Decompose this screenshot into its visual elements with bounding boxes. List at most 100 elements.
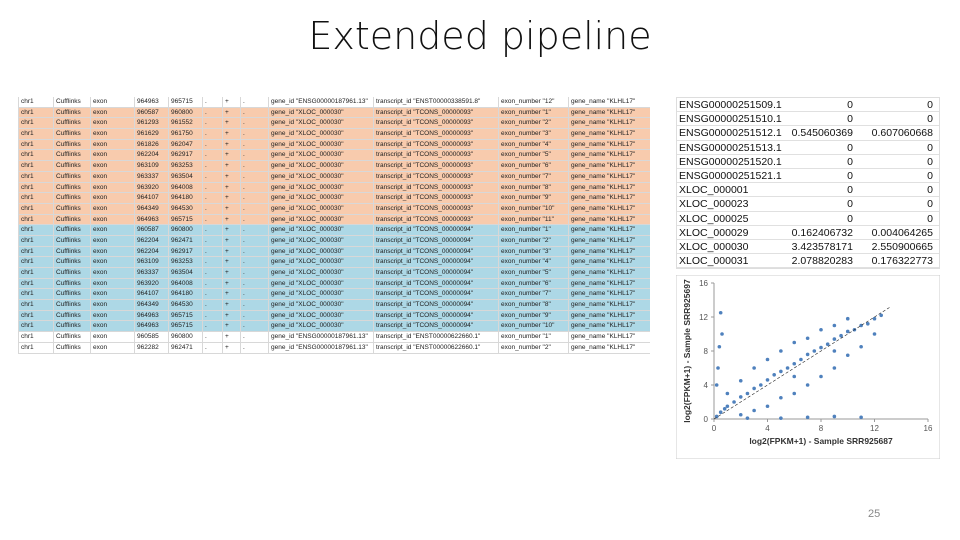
table-cell: + <box>222 193 240 204</box>
table-cell: chr1 <box>18 289 53 300</box>
table-cell: . <box>240 171 268 182</box>
table-cell: gene_id "XLOC_000030" <box>268 268 373 278</box>
table-cell: Cufflinks <box>53 278 90 289</box>
y-tick-label: 8 <box>704 347 709 356</box>
table-cell: Cufflinks <box>53 225 90 236</box>
table-cell: gene_name "KLHL17" <box>568 161 650 172</box>
table-cell: . <box>202 342 222 353</box>
table-row: chr1 Cufflinks exon 964963 965715. +. gene_id … <box>18 97 650 108</box>
table-cell: 964180 <box>168 193 202 204</box>
table-cell: exon_number "10" <box>498 203 568 214</box>
point <box>745 416 750 420</box>
table-cell: chr1 <box>18 107 53 118</box>
table-cell: . <box>202 182 222 193</box>
point <box>720 332 724 336</box>
table-cell: exon_number "2" <box>498 235 568 246</box>
table-cell: Cufflinks <box>53 129 90 140</box>
table-cell: chr1 <box>18 97 53 107</box>
table-cell: Cufflinks <box>53 342 90 353</box>
table-cell: 0.004064265 <box>871 226 933 239</box>
table-cell: 964008 <box>168 182 202 193</box>
table-cell: gene_id "XLOC_000030" <box>268 214 373 225</box>
table-cell: . <box>240 310 268 321</box>
page-number: 25 <box>868 508 881 520</box>
point <box>832 323 837 328</box>
table-cell: 962047 <box>168 139 202 150</box>
table-cell: 964530 <box>168 300 202 311</box>
table-cell: 964963 <box>134 97 168 107</box>
table-cell: gene_name "KLHL17" <box>568 214 650 225</box>
table-cell: 965715 <box>168 214 202 225</box>
table-row: ENSG00000251512.1 0.545060369 0.607060668 <box>677 126 939 141</box>
table-cell: Cufflinks <box>53 97 90 107</box>
table-cell: Cufflinks <box>53 310 90 321</box>
table-cell: exon <box>90 107 134 118</box>
table-cell: 964107 <box>134 289 168 300</box>
table-cell: exon <box>90 150 134 161</box>
table-cell: 962471 <box>168 342 202 353</box>
table-cell: . <box>202 321 222 332</box>
table-cell: Cufflinks <box>53 289 90 300</box>
point <box>805 383 810 387</box>
table-cell: 961552 <box>168 118 202 129</box>
table-cell: Cufflinks <box>53 321 90 332</box>
point <box>772 373 776 377</box>
table-row: chr1 Cufflinks exon 964963 965715. +. gene_id … <box>18 214 650 226</box>
point <box>732 400 736 404</box>
table-cell: exon <box>90 332 134 343</box>
table-cell: gene_name "KLHL17" <box>568 139 650 150</box>
table-cell: 0.176322773 <box>871 255 933 268</box>
table-cell: + <box>222 332 240 343</box>
table-cell: transcript_id "TCONS_00000093" <box>373 118 498 129</box>
table-cell: exon <box>90 129 134 140</box>
table-cell: gene_name "KLHL17" <box>568 97 650 107</box>
table-cell: gene_name "KLHL17" <box>568 278 650 289</box>
table-cell: 0 <box>927 113 933 126</box>
table-cell: + <box>222 342 240 353</box>
table-cell: exon <box>90 246 134 257</box>
point <box>839 333 843 338</box>
table-cell: chr1 <box>18 257 53 268</box>
table-cell: exon <box>90 342 134 353</box>
table-cell: Cufflinks <box>53 257 90 268</box>
table-cell: . <box>240 97 268 107</box>
table-cell: . <box>240 129 268 140</box>
table-cell: exon_number "7" <box>498 289 568 300</box>
table-cell: gene_id "XLOC_000030" <box>268 300 373 311</box>
table-cell: 960800 <box>168 225 202 236</box>
table-cell: ENSG00000251520.1 <box>679 155 782 168</box>
table-cell: 964349 <box>134 203 168 214</box>
point <box>725 391 730 396</box>
point <box>812 349 817 353</box>
point <box>805 336 810 341</box>
point <box>752 386 756 391</box>
table-cell: . <box>202 203 222 214</box>
table-cell: gene_id "XLOC_000030" <box>268 107 373 118</box>
table-cell: chr1 <box>18 268 53 278</box>
table-cell: transcript_id "TCONS_00000093" <box>373 150 498 161</box>
table-cell: transcript_id "TCONS_00000093" <box>373 161 498 172</box>
table-cell: gene_id "ENSG00000187961.13" <box>268 332 373 343</box>
y-tick-label: 16 <box>699 279 708 288</box>
table-cell: gene_id "XLOC_000030" <box>268 235 373 246</box>
point <box>859 323 863 328</box>
table-cell: 0 <box>927 198 933 211</box>
table-cell: chr1 <box>18 118 53 129</box>
table-cell: 3.423578171 <box>791 240 853 253</box>
table-cell: Cufflinks <box>53 161 90 172</box>
point <box>738 378 743 383</box>
table-cell: exon <box>90 203 134 214</box>
table-cell: 963109 <box>134 161 168 172</box>
point <box>765 357 770 362</box>
table-cell: . <box>240 278 268 289</box>
table-cell: . <box>202 300 222 311</box>
table-cell: gene_name "KLHL17" <box>568 225 650 236</box>
table-cell: gene_name "KLHL17" <box>568 342 650 353</box>
table-cell: XLOC_000029 <box>679 226 749 239</box>
table-cell: + <box>222 289 240 300</box>
table-cell: chr1 <box>18 129 53 140</box>
table-cell: . <box>202 161 222 172</box>
point <box>714 383 719 387</box>
table-cell: 0.607060668 <box>871 127 933 140</box>
table-cell: gene_id "XLOC_000030" <box>268 278 373 289</box>
